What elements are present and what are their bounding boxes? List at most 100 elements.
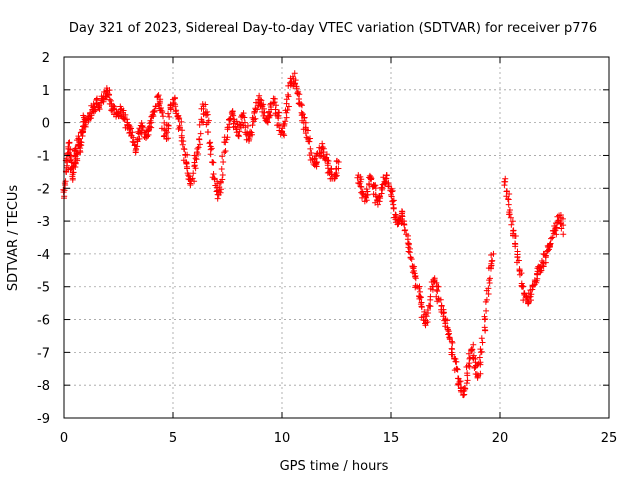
data-point-fill xyxy=(282,118,289,125)
data-point xyxy=(207,139,214,146)
data-point-fill xyxy=(105,92,112,99)
data-point-fill xyxy=(378,190,385,197)
data-point-fill xyxy=(376,198,383,205)
data-point xyxy=(307,145,314,152)
y-tick-label: 0 xyxy=(42,117,50,132)
data-point-fill xyxy=(485,285,492,292)
plot-frame xyxy=(63,56,610,419)
y-tick-label: -2 xyxy=(37,182,50,197)
axis-ticks: 0 5 10 15 20 25 -9 -8 -7 -6 -5 -4 -3 -2 -1 0 1 2 xyxy=(37,51,617,446)
data-point-fill xyxy=(470,341,477,348)
data-point-fill xyxy=(525,290,532,297)
data-point-fill xyxy=(205,129,212,136)
x-tick-label: 0 xyxy=(60,431,68,446)
data-point-fill xyxy=(184,151,191,158)
data-point-fill xyxy=(448,338,455,345)
data-point-fill xyxy=(506,191,513,198)
data-point-fill xyxy=(165,125,172,132)
data-point-fill xyxy=(486,275,493,282)
data-point-fill xyxy=(191,178,198,185)
data-point-fill xyxy=(468,348,475,355)
data-point-fill xyxy=(299,111,306,118)
data-point-fill xyxy=(306,138,313,145)
data-point-fill xyxy=(191,159,198,166)
data-point-fill xyxy=(284,106,291,113)
data-point-fill xyxy=(398,212,405,219)
data-point-fill xyxy=(358,183,365,190)
data-point-fill xyxy=(542,259,549,266)
data-point-fill xyxy=(171,94,178,101)
y-tick-label: -9 xyxy=(37,412,50,427)
data-point xyxy=(261,109,268,116)
data-point-fill xyxy=(231,118,238,125)
data-point xyxy=(429,283,436,290)
x-axis-label: GPS time / hours xyxy=(280,459,389,474)
data-point-fill xyxy=(369,183,376,190)
data-point-fill xyxy=(146,123,153,130)
data-point xyxy=(464,372,471,379)
data-point-fill xyxy=(388,188,395,195)
x-tick-label: 15 xyxy=(383,431,400,446)
data-point-fill xyxy=(184,170,191,177)
data-point-fill xyxy=(445,331,452,338)
data-point-fill xyxy=(501,182,508,189)
data-point-fill xyxy=(510,232,517,239)
data-point-fill xyxy=(358,176,365,183)
data-point-fill xyxy=(552,227,559,234)
data-point-fill xyxy=(175,115,182,122)
data-point xyxy=(549,234,556,241)
data-point-fill xyxy=(482,326,489,333)
series-segment xyxy=(354,172,497,399)
data-point-fill xyxy=(70,169,77,176)
data-point-fill xyxy=(92,107,99,114)
data-point-fill xyxy=(509,218,516,225)
data-point-fill xyxy=(193,156,200,163)
data-point xyxy=(459,392,466,399)
data-point xyxy=(222,139,229,146)
data-point xyxy=(172,103,179,110)
data-point-fill xyxy=(462,386,469,393)
data-point-fill xyxy=(179,127,186,134)
y-tick-label: -6 xyxy=(37,314,50,329)
data-point xyxy=(525,300,532,307)
data-point-fill xyxy=(202,101,209,108)
data-point-fill xyxy=(138,119,145,126)
data-point-fill xyxy=(94,95,101,102)
data-point-fill xyxy=(389,187,396,194)
data-point-fill xyxy=(325,157,332,164)
data-point-fill xyxy=(514,253,521,260)
data-point-fill xyxy=(427,293,434,300)
data-point-fill xyxy=(252,115,259,122)
data-point-fill xyxy=(280,131,287,138)
data-point-fill xyxy=(489,257,496,264)
data-point-fill xyxy=(249,122,256,129)
data-point-fill xyxy=(366,172,373,179)
data-point-fill xyxy=(542,252,549,259)
data-point-fill xyxy=(100,96,107,103)
data-point-fill xyxy=(251,116,258,123)
data-point-fill xyxy=(319,140,326,147)
data-point-fill xyxy=(333,172,340,179)
data-point-fill xyxy=(214,195,221,202)
data-point-fill xyxy=(393,213,400,220)
data-point-fill xyxy=(385,180,392,187)
data-point-fill xyxy=(308,150,315,156)
data-point-fill xyxy=(519,283,526,290)
data-point-fill xyxy=(478,348,485,355)
data-point-fill xyxy=(485,290,492,297)
data-point-fill xyxy=(196,121,203,128)
data-point-fill xyxy=(280,121,287,128)
series-segment xyxy=(60,70,342,202)
data-point-fill xyxy=(108,101,115,108)
data-point-fill xyxy=(165,135,172,142)
data-point-fill xyxy=(465,350,472,357)
data-point-fill xyxy=(205,117,212,124)
data-point-fill xyxy=(180,138,187,145)
data-point-fill xyxy=(66,140,73,147)
y-tick-label: -8 xyxy=(37,379,50,394)
data-point-fill xyxy=(481,313,488,320)
data-point-fill xyxy=(296,91,303,98)
data-point-fill xyxy=(260,101,267,108)
data-point-fill xyxy=(449,339,456,346)
data-point-fill xyxy=(130,134,137,141)
